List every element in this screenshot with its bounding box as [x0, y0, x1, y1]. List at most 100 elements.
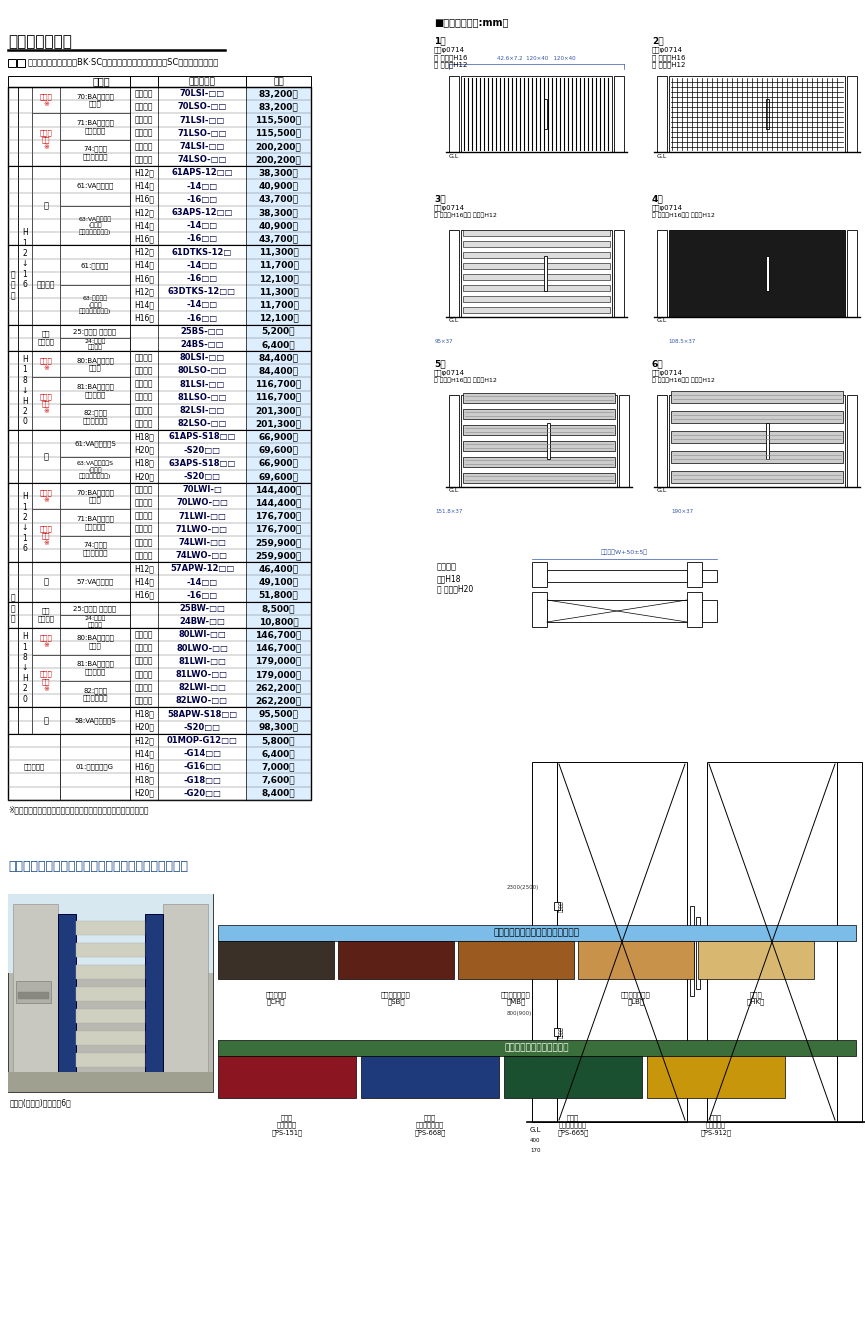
Bar [60, 707, 130, 734]
Bar [847, 394, 857, 487]
Bar [463, 473, 615, 483]
Bar [32, 483, 60, 509]
Bar [60, 457, 130, 483]
Bar [18, 166, 32, 352]
Text: 柱: 柱 [43, 202, 48, 210]
Bar [246, 707, 311, 721]
Bar [60, 246, 130, 285]
Bar [696, 917, 700, 989]
Bar [246, 667, 311, 681]
Bar [246, 550, 311, 562]
Text: G.L: G.L [657, 318, 668, 324]
Bar [547, 600, 687, 622]
Text: 74LSI-□□: 74LSI-□□ [179, 142, 225, 151]
Text: 58APW-S18□□: 58APW-S18□□ [167, 710, 237, 718]
Text: 74LWO-□□: 74LWO-□□ [176, 551, 228, 560]
Text: 201,300円: 201,300円 [255, 418, 301, 428]
Bar [246, 523, 311, 536]
Text: 80:BAプッシュ
プル錠: 80:BAプッシュ プル錠 [76, 357, 114, 372]
Text: ※錠金具には扉に内蔵されている施錠部品は含まれておりません。: ※錠金具には扉に内蔵されている施錠部品は含まれておりません。 [8, 806, 149, 814]
Text: H20用: H20用 [134, 723, 154, 731]
Text: 259,900円: 259,900円 [255, 537, 302, 547]
Bar [8, 258, 311, 271]
Text: 11,700円: 11,700円 [259, 301, 298, 309]
Bar [8, 206, 311, 219]
Bar [246, 87, 311, 100]
Bar [18, 992, 49, 999]
Bar [8, 667, 311, 681]
Bar [698, 941, 814, 979]
Text: 259,900円: 259,900円 [255, 551, 302, 560]
Text: 84,400円: 84,400円 [259, 353, 298, 362]
Text: 40,900円: 40,900円 [259, 182, 298, 190]
Bar [8, 894, 213, 1092]
Bar [8, 483, 18, 734]
Bar [246, 457, 311, 469]
Text: H12用: H12用 [134, 735, 154, 745]
Text: H16用: H16用 [134, 591, 154, 600]
Text: -14□□: -14□□ [187, 261, 218, 270]
Bar [60, 377, 130, 404]
Text: 82LWO-□□: 82LWO-□□ [176, 697, 228, 706]
Bar [76, 987, 145, 1001]
Text: -16□□: -16□□ [187, 591, 218, 600]
Bar [60, 562, 130, 602]
Bar [8, 761, 311, 773]
Bar [8, 312, 311, 325]
Bar [647, 1056, 785, 1098]
Text: 82:マルチ
エントリー錠: 82:マルチ エントリー錠 [82, 410, 108, 424]
Text: 内開き用: 内開き用 [135, 142, 153, 151]
Text: H16用: H16用 [134, 762, 154, 771]
Text: H12用: H12用 [134, 247, 154, 257]
Text: マロンブラウン
（MB）: マロンブラウン （MB） [501, 991, 531, 1005]
Bar [246, 258, 311, 271]
Text: 24BS-□□: 24BS-□□ [180, 340, 224, 349]
Text: 51,800円: 51,800円 [259, 591, 298, 600]
Bar [60, 655, 130, 681]
Text: 70LWI-□: 70LWI-□ [182, 485, 222, 495]
Text: 木調カラー（受注生産品・特注品）: 木調カラー（受注生産品・特注品） [494, 928, 580, 937]
Text: 57:VAアルミ柱: 57:VAアルミ柱 [76, 579, 113, 586]
Bar [8, 76, 311, 87]
Text: 201,300円: 201,300円 [255, 406, 301, 414]
Text: 74:マルチ
エントリー錠: 74:マルチ エントリー錠 [82, 146, 108, 160]
Bar [766, 99, 769, 130]
Text: 2300(2500): 2300(2500) [507, 885, 539, 890]
Bar [58, 913, 76, 1082]
Text: 200,200円: 200,200円 [256, 155, 301, 164]
Bar [32, 734, 60, 800]
Text: 80LWO-□□: 80LWO-□□ [176, 643, 228, 652]
Bar [246, 206, 311, 219]
Bar [246, 575, 311, 588]
Bar [76, 1031, 145, 1046]
Text: 図はφ0714: 図はφ0714 [652, 369, 683, 376]
Bar [657, 76, 667, 152]
Text: 179,000円: 179,000円 [255, 656, 302, 666]
Text: 81LWI-□□: 81LWI-□□ [178, 656, 226, 666]
Bar [8, 694, 311, 707]
Text: 63:VAアルミ柱S
(マルチ
エントリー錠対応): 63:VAアルミ柱S (マルチ エントリー錠対応) [76, 460, 113, 479]
Text: （ ）内はH16、＜ ＞内はH12: （ ）内はH16、＜ ＞内はH12 [434, 213, 497, 218]
Text: ＜ ＞内はH12: ＜ ＞内はH12 [434, 62, 467, 68]
Bar [246, 734, 311, 747]
Text: G.L: G.L [530, 1127, 541, 1132]
Bar [246, 655, 311, 667]
Text: 82LSO-□□: 82LSO-□□ [177, 418, 227, 428]
Bar [463, 241, 610, 247]
Bar [8, 152, 311, 166]
Bar [8, 773, 311, 786]
Bar [18, 734, 32, 800]
Text: 116,700円: 116,700円 [255, 393, 302, 401]
Text: ビビッドカラー（特注品）: ビビッドカラー（特注品） [505, 1043, 569, 1052]
Text: 01MOP-G12□□: 01MOP-G12□□ [167, 735, 237, 745]
Text: 図はφ0714: 図はφ0714 [434, 45, 465, 52]
Bar [669, 76, 845, 152]
Text: 43,700円: 43,700円 [259, 195, 298, 203]
Bar [8, 431, 311, 444]
Text: 81LSI-□□: 81LSI-□□ [179, 380, 225, 389]
Text: -S20□□: -S20□□ [183, 472, 221, 481]
Text: 80:BAプッシュ
プル錠: 80:BAプッシュ プル錠 [76, 634, 114, 648]
Bar [32, 562, 60, 602]
Text: -G14□□: -G14□□ [183, 749, 221, 758]
Bar [76, 921, 145, 935]
